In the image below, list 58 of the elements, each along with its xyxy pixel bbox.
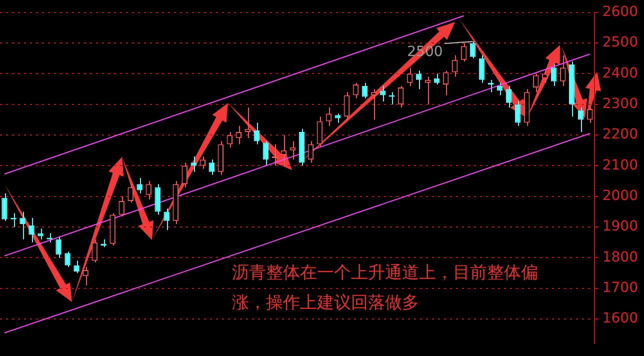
candlestick — [398, 86, 404, 108]
candlestick — [182, 162, 188, 188]
candlestick — [2, 192, 8, 222]
candlestick — [64, 251, 70, 268]
y-tick-label: 2000 — [602, 188, 638, 204]
candlestick — [488, 79, 494, 93]
candlestick — [442, 70, 449, 96]
candlestick — [74, 260, 80, 274]
candlestick — [460, 42, 467, 62]
candlestick — [326, 106, 332, 126]
candlestick — [82, 266, 88, 286]
candlestick — [164, 208, 170, 231]
candlestick — [506, 86, 512, 108]
y-tick-label: 2500 — [602, 34, 638, 51]
candlestick — [92, 238, 98, 263]
y-tick-label: 2400 — [602, 65, 638, 82]
candlestick — [38, 228, 44, 240]
candlestick — [496, 82, 503, 96]
candlestick — [352, 82, 359, 99]
candlestick — [578, 106, 584, 132]
y-tick-label: 1800 — [602, 249, 638, 266]
candlestick — [236, 125, 242, 145]
candlestick — [344, 92, 350, 120]
candlestick — [560, 54, 566, 86]
y-tick-label: 2300 — [602, 96, 638, 112]
candlestick — [272, 144, 278, 166]
candlestick — [416, 70, 422, 90]
candlestick — [550, 64, 557, 86]
candlestick — [56, 236, 62, 258]
candlestick — [254, 122, 260, 145]
y-tick-label: 2100 — [602, 157, 638, 174]
candlestick — [280, 134, 287, 166]
candlestick — [434, 73, 440, 85]
candlestick — [532, 73, 539, 93]
candlestick — [154, 184, 160, 216]
candlestick — [28, 217, 34, 243]
candlestick — [362, 82, 368, 99]
candlestick — [128, 184, 134, 204]
candlestick — [136, 178, 142, 194]
y-tick-label: 2600 — [602, 4, 638, 20]
candlestick — [542, 70, 548, 84]
annotation: 沥青整体在一个上升通道上，目前整体偏涨，操作上建议回落做多 — [232, 262, 539, 315]
candlestick — [118, 196, 124, 217]
candlestick — [146, 180, 152, 200]
y-tick-label: 1700 — [602, 280, 638, 296]
candlestick — [316, 116, 323, 148]
candlestick — [308, 140, 314, 164]
candlestick — [380, 86, 386, 102]
candlestick — [478, 54, 485, 84]
y-tick-label: 2200 — [602, 126, 638, 143]
candlestick — [586, 106, 593, 124]
candlestick — [20, 211, 26, 240]
candlestick — [452, 54, 458, 78]
candlestick — [470, 41, 476, 59]
y-tick-label: 1600 — [602, 310, 638, 327]
candlestick — [262, 140, 269, 166]
candlestick — [514, 100, 521, 126]
y-tick-label: 1900 — [602, 218, 638, 235]
